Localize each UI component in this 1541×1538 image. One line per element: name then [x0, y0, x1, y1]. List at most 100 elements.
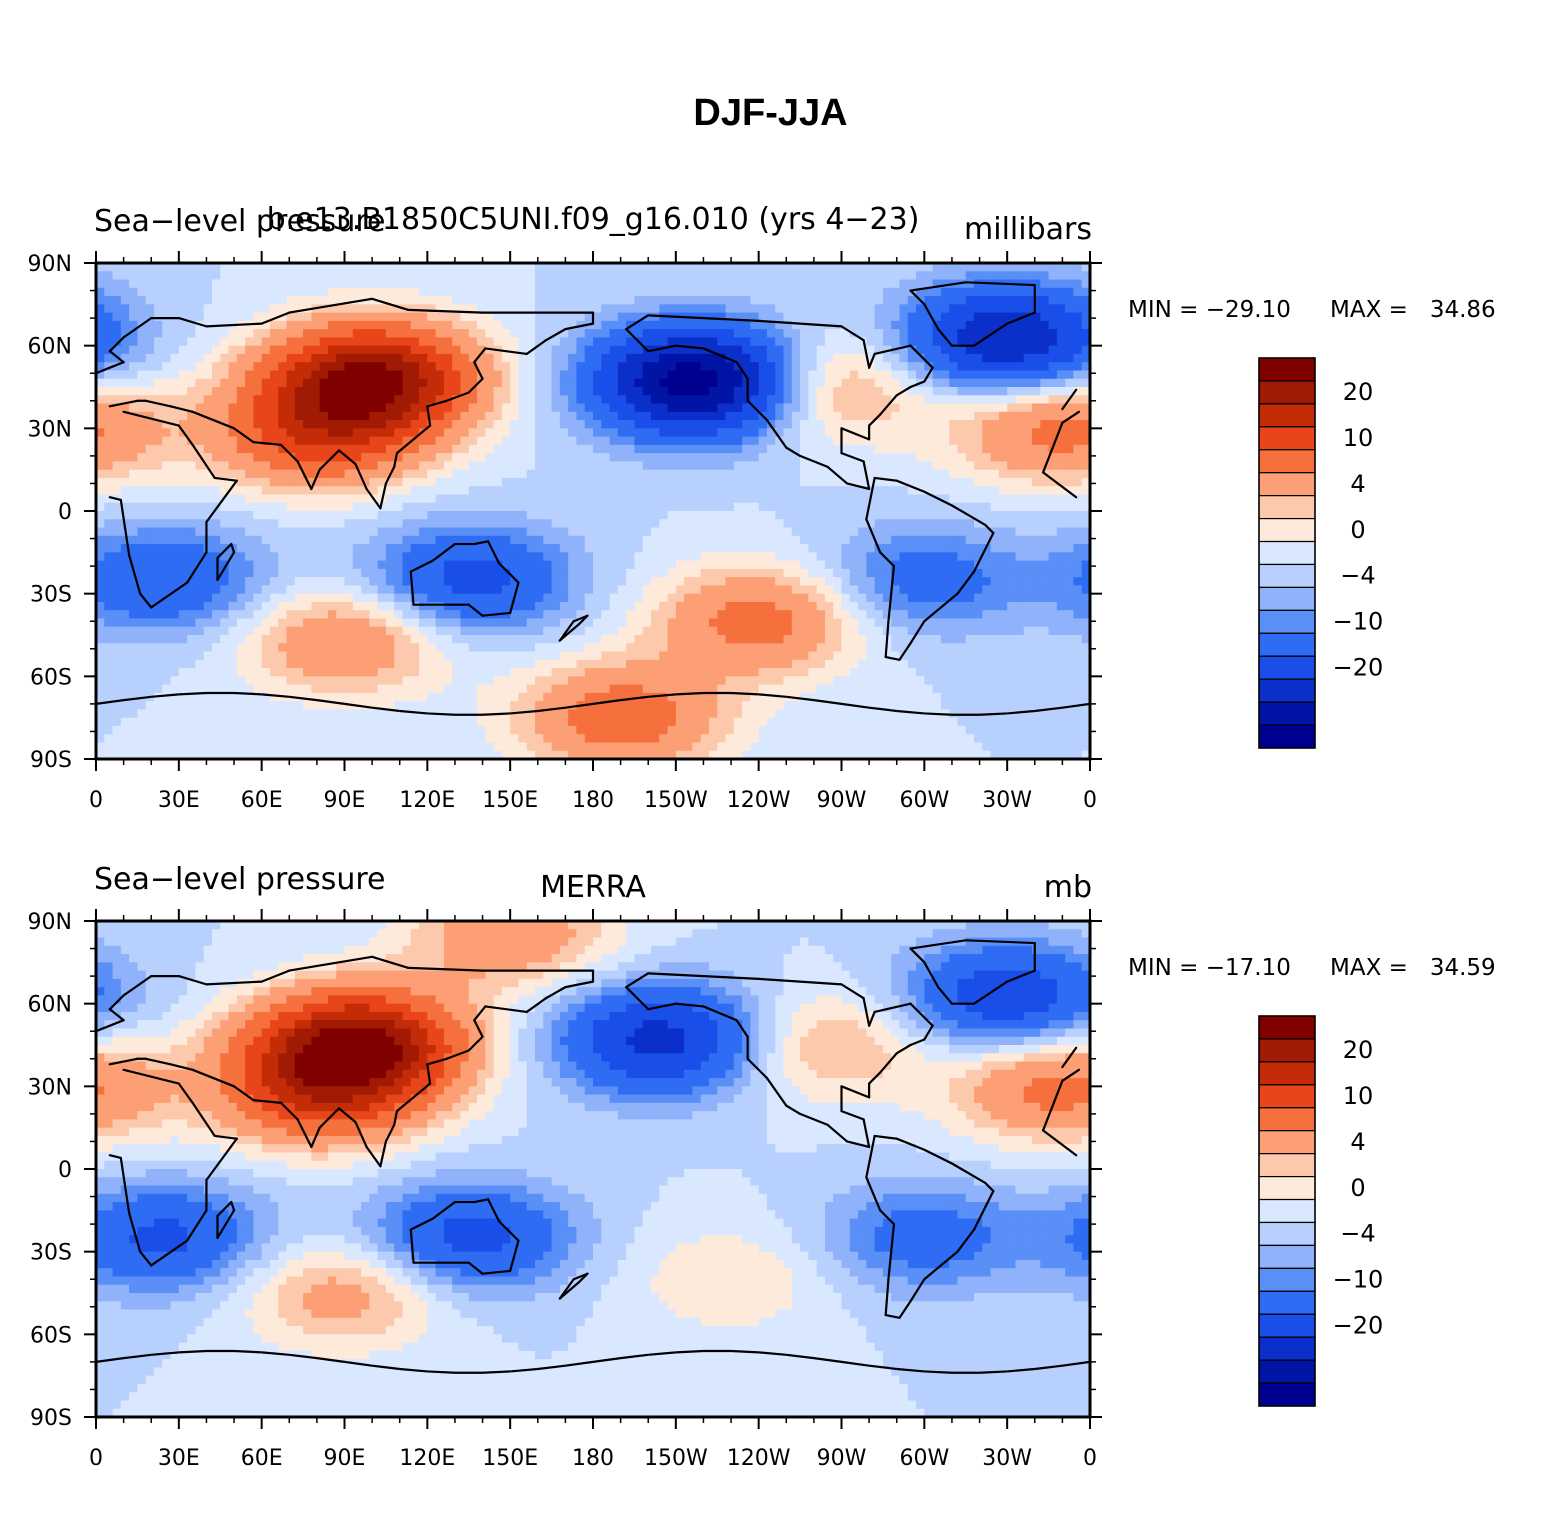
grid-cell: [303, 560, 312, 570]
grid-cell: [551, 420, 561, 429]
grid-cell: [485, 436, 495, 446]
grid-cell: [766, 428, 776, 438]
grid-cell: [369, 312, 379, 322]
grid-cell: [593, 535, 602, 545]
grid-cell: [336, 287, 346, 297]
grid-cell: [278, 477, 288, 487]
grid-cell: [385, 593, 395, 603]
grid-cell: [576, 527, 586, 537]
grid-cell: [286, 527, 296, 537]
grid-cell: [385, 403, 395, 413]
grid-cell: [940, 296, 950, 305]
grid-cell: [675, 527, 685, 537]
grid-cell: [543, 560, 553, 570]
grid-cell: [278, 502, 288, 512]
grid-cell: [982, 461, 992, 471]
grid-cell: [137, 271, 147, 281]
grid-cell: [750, 535, 760, 545]
grid-cell: [269, 511, 279, 520]
grid-cell: [129, 535, 139, 545]
grid-cell: [949, 527, 959, 537]
grid-cell: [443, 337, 453, 347]
grid-cell: [410, 477, 420, 487]
grid-cell: [626, 502, 636, 512]
grid-cell: [468, 486, 478, 496]
grid-cell: [402, 271, 412, 281]
grid-cell: [684, 469, 693, 479]
grid-cell: [145, 453, 155, 462]
grid-cell: [278, 411, 288, 421]
grid-cell: [642, 453, 652, 462]
grid-cell: [1015, 353, 1025, 363]
grid-cell: [708, 296, 718, 305]
grid-cell: [104, 395, 114, 405]
grid-cell: [535, 362, 544, 372]
grid-cell: [452, 444, 462, 454]
grid-cell: [543, 345, 553, 355]
grid-cell: [949, 585, 959, 595]
grid-cell: [634, 279, 644, 289]
grid-cell: [96, 420, 105, 429]
grid-cell: [419, 370, 428, 380]
grid-cell: [460, 477, 470, 487]
grid-cell: [311, 494, 321, 504]
grid-cell: [336, 370, 346, 380]
grid-cell: [882, 477, 892, 487]
grid-cell: [485, 411, 495, 421]
grid-cell: [435, 320, 445, 330]
grid-cell: [377, 511, 387, 520]
grid-cell: [874, 436, 884, 446]
grid-cell: [667, 304, 677, 314]
grid-cell: [1073, 486, 1083, 496]
grid-cell: [1040, 535, 1050, 545]
grid-cell: [642, 544, 652, 553]
grid-cell: [824, 279, 834, 289]
grid-cell: [278, 345, 288, 355]
grid-cell: [435, 263, 445, 272]
grid-cell: [352, 279, 362, 289]
grid-cell: [1048, 411, 1058, 421]
grid-cell: [203, 279, 213, 289]
grid-cell: [361, 362, 370, 372]
grid-cell: [957, 304, 967, 314]
grid-cell: [907, 444, 917, 454]
grid-cell: [584, 279, 594, 289]
grid-cell: [535, 279, 544, 289]
grid-cell: [319, 395, 329, 405]
grid-cell: [120, 477, 130, 487]
grid-cell: [1023, 320, 1033, 330]
grid-cell: [957, 287, 967, 297]
grid-cell: [352, 370, 362, 380]
grid-cell: [1048, 477, 1058, 487]
grid-cell: [178, 486, 188, 496]
grid-cell: [137, 577, 147, 586]
grid-cell: [808, 552, 818, 562]
grid-cell: [452, 320, 462, 330]
grid-cell: [410, 370, 420, 380]
grid-cell: [965, 527, 975, 537]
grid-cell: [783, 453, 793, 462]
grid-cell: [882, 469, 892, 479]
grid-cell: [791, 486, 801, 496]
grid-cell: [891, 337, 901, 347]
grid-cell: [1056, 296, 1066, 305]
grid-cell: [974, 469, 983, 479]
grid-cell: [187, 593, 196, 603]
grid-cell: [750, 387, 760, 396]
grid-cell: [361, 593, 370, 603]
grid-cell: [593, 444, 602, 454]
grid-cell: [866, 271, 876, 281]
grid-cell: [228, 486, 238, 496]
grid-cell: [112, 436, 122, 446]
grid-cell: [336, 279, 346, 289]
grid-cell: [675, 320, 685, 330]
grid-cell: [352, 568, 362, 578]
grid-cell: [443, 511, 453, 520]
grid-cell: [1015, 428, 1025, 438]
grid-cell: [965, 370, 975, 380]
grid-cell: [535, 312, 544, 322]
grid-cell: [278, 585, 288, 595]
grid-cell: [327, 320, 337, 330]
grid-cell: [874, 387, 884, 396]
grid-cell: [949, 494, 959, 504]
